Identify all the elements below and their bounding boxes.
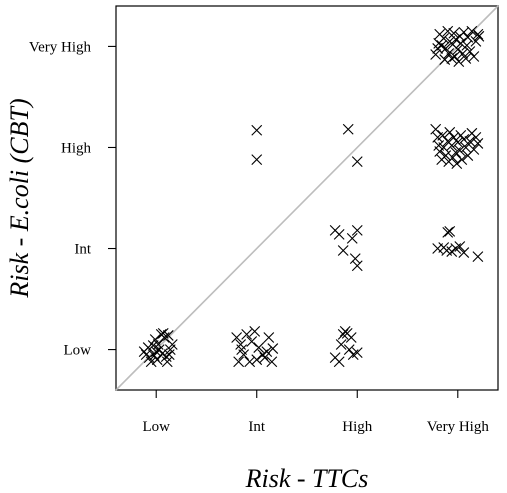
data-point	[261, 346, 273, 357]
data-point	[464, 46, 476, 57]
data-point	[151, 354, 163, 366]
x-tick-label: High	[342, 419, 373, 435]
data-point	[351, 260, 363, 272]
data-point	[446, 140, 458, 151]
x-tick-label: Int	[248, 419, 265, 435]
y-tick-label: Low	[64, 343, 92, 359]
data-point	[145, 356, 157, 368]
data-point	[460, 53, 472, 64]
data-point	[251, 154, 263, 165]
y-tick-label: High	[61, 140, 92, 156]
data-point	[333, 356, 345, 368]
data-point	[454, 241, 466, 252]
y-tick-label: Very High	[29, 39, 92, 55]
data-point	[263, 332, 275, 343]
data-point	[468, 144, 480, 155]
data-point	[166, 339, 178, 350]
data-point	[253, 342, 265, 353]
data-point	[346, 233, 358, 244]
reference-diagonal-line	[115, 5, 499, 391]
data-point	[161, 356, 173, 368]
data-point	[444, 126, 456, 138]
data-point	[458, 247, 470, 258]
data-point	[335, 339, 347, 350]
data-point	[244, 356, 256, 368]
data-point	[342, 123, 354, 135]
data-point	[343, 344, 355, 355]
data-point	[430, 123, 442, 135]
data-point	[457, 48, 469, 59]
data-point	[249, 326, 261, 337]
data-point	[442, 226, 454, 238]
data-point	[455, 38, 467, 49]
data-point	[233, 356, 245, 368]
y-tick-label: Int	[74, 242, 91, 258]
data-point	[238, 349, 250, 361]
data-point	[438, 142, 450, 153]
data-point	[456, 154, 468, 165]
data-point	[440, 150, 452, 161]
y-axis-title: Risk - E.coli (CBT)	[5, 98, 34, 298]
x-tick-label: Low	[142, 419, 170, 435]
y-axis: Low Int High Very High	[29, 39, 116, 359]
data-point	[473, 30, 485, 42]
points-layer	[138, 25, 485, 368]
data-point	[430, 49, 442, 60]
data-point	[347, 349, 359, 361]
data-point	[337, 329, 349, 340]
data-point	[470, 131, 482, 143]
data-point	[472, 251, 484, 262]
data-point	[448, 27, 460, 39]
data-point	[345, 332, 357, 343]
data-point	[444, 225, 456, 237]
data-point	[266, 356, 278, 368]
data-point	[468, 51, 480, 62]
data-point	[259, 352, 271, 364]
data-point	[162, 330, 174, 341]
x-tick-label: Very High	[427, 419, 490, 435]
data-point	[453, 56, 465, 67]
data-point	[449, 51, 461, 62]
data-point	[241, 329, 253, 340]
data-point	[472, 138, 484, 149]
x-axis-title: Risk - TTCs	[245, 464, 369, 493]
data-point	[451, 158, 463, 170]
data-point	[470, 35, 482, 47]
data-point	[337, 245, 349, 256]
data-point	[439, 54, 451, 65]
data-point	[472, 28, 484, 40]
data-point	[351, 224, 363, 236]
data-point	[466, 25, 478, 37]
data-point	[440, 43, 452, 54]
data-point	[462, 31, 474, 43]
data-point	[246, 336, 258, 347]
data-point	[251, 124, 263, 136]
data-point	[438, 32, 450, 44]
data-point	[452, 137, 464, 148]
data-point	[446, 53, 458, 64]
data-point	[464, 136, 476, 147]
data-point	[351, 347, 363, 358]
data-point	[333, 228, 345, 240]
data-point	[458, 134, 470, 145]
data-point	[454, 145, 466, 156]
data-point	[251, 354, 263, 366]
data-point	[443, 48, 455, 59]
x-axis: Low Int High Very High	[142, 390, 489, 435]
data-point	[441, 245, 453, 256]
plot-frame	[115, 5, 499, 391]
data-point	[452, 44, 464, 55]
data-point	[351, 156, 363, 168]
data-point	[267, 343, 279, 354]
data-point	[231, 332, 243, 343]
data-point	[149, 334, 161, 345]
data-point	[448, 131, 460, 143]
data-point	[437, 129, 449, 141]
data-point	[460, 142, 472, 153]
data-point	[349, 253, 361, 265]
